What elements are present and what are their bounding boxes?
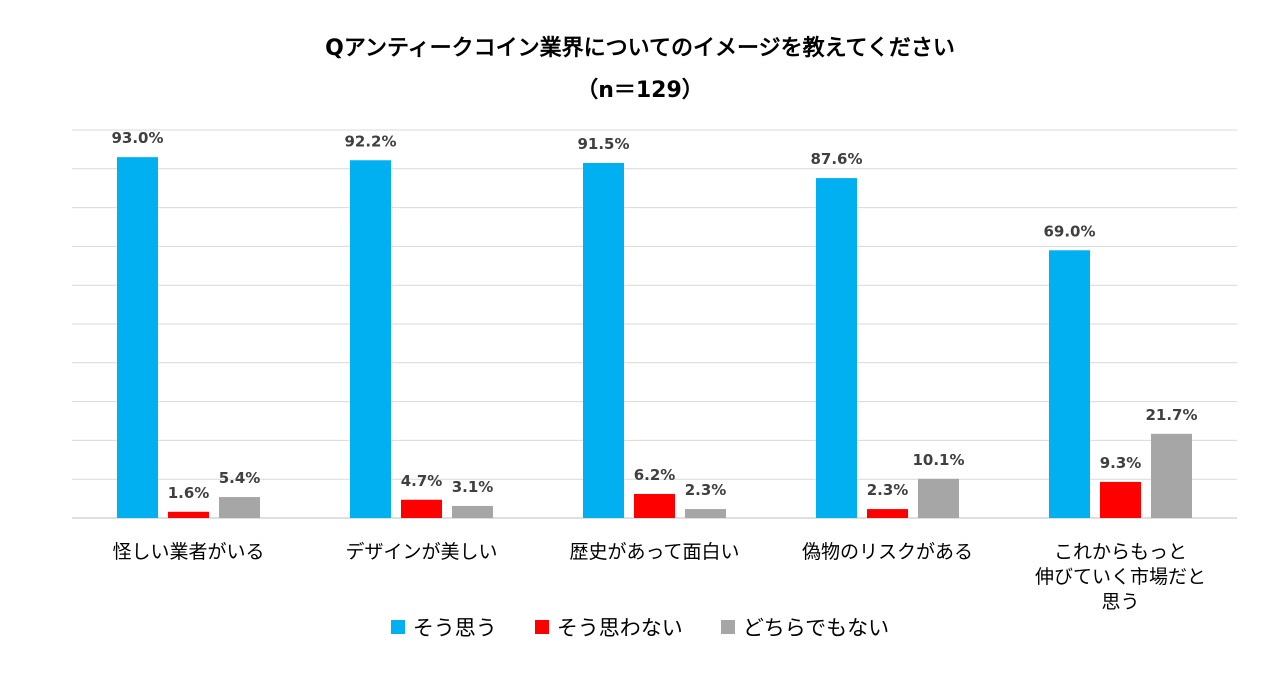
category-label: 歴史があって面白い xyxy=(569,541,739,563)
category-label: 思う xyxy=(1101,591,1139,610)
data-label: 5.4% xyxy=(219,469,261,487)
data-label: 2.3% xyxy=(685,481,727,499)
data-label: 92.2% xyxy=(344,132,396,150)
legend-item-neutral: どちらでもない xyxy=(720,612,890,642)
chart-legend: そう思う そう思わない どちらでもない xyxy=(0,612,1280,642)
data-label: 9.3% xyxy=(1100,454,1142,472)
data-label: 87.6% xyxy=(810,150,862,168)
bar xyxy=(1049,250,1090,518)
legend-swatch-agree xyxy=(390,620,405,634)
bar xyxy=(918,478,959,518)
bar xyxy=(816,178,857,518)
bar-chart: 93.0% 1.6% 5.4% 怪しい業者がいる 92.2% 4.7% 3.1% デザインが美… xyxy=(72,129,1237,610)
legend-label-neutral: どちらでもない xyxy=(742,616,890,640)
bar xyxy=(634,493,675,518)
data-label: 69.0% xyxy=(1043,222,1095,240)
legend-label-agree: そう思う xyxy=(412,616,497,640)
legend-label-disagree: そう思わない xyxy=(556,616,683,640)
data-label: 93.0% xyxy=(111,129,163,147)
bar xyxy=(401,499,442,518)
data-label: 1.6% xyxy=(168,484,210,502)
legend-item-disagree: そう思わない xyxy=(534,612,683,642)
bar xyxy=(168,511,209,518)
category-label: 伸びていく市場だと xyxy=(1035,566,1206,588)
legend-swatch-disagree xyxy=(534,620,549,634)
bar xyxy=(219,497,260,518)
legend-item-agree: そう思う xyxy=(390,612,497,642)
bar xyxy=(117,157,158,518)
data-label: 10.1% xyxy=(912,451,964,469)
chart-title: Qアンティークコイン業界についてのイメージを教えてください xyxy=(325,36,955,61)
category-label: 偽物のリスクがある xyxy=(802,541,973,563)
chart-subtitle: （n＝129） xyxy=(576,78,704,103)
category-label: デザインが美しい xyxy=(345,541,497,563)
data-label: 6.2% xyxy=(634,466,676,484)
bar xyxy=(583,162,624,519)
category-label: これからもっと xyxy=(1054,541,1187,563)
data-label: 3.1% xyxy=(452,478,494,496)
data-label: 91.5% xyxy=(577,135,629,153)
legend-swatch-neutral xyxy=(720,620,735,634)
data-label: 21.7% xyxy=(1145,406,1197,424)
data-label: 2.3% xyxy=(867,481,909,499)
bar xyxy=(1100,481,1141,518)
data-label: 4.7% xyxy=(401,472,443,490)
category-label: 怪しい業者がいる xyxy=(112,541,264,563)
bar xyxy=(685,509,726,518)
bar xyxy=(350,160,391,518)
bar xyxy=(1151,433,1192,518)
bar xyxy=(867,509,908,518)
bar xyxy=(452,505,493,518)
